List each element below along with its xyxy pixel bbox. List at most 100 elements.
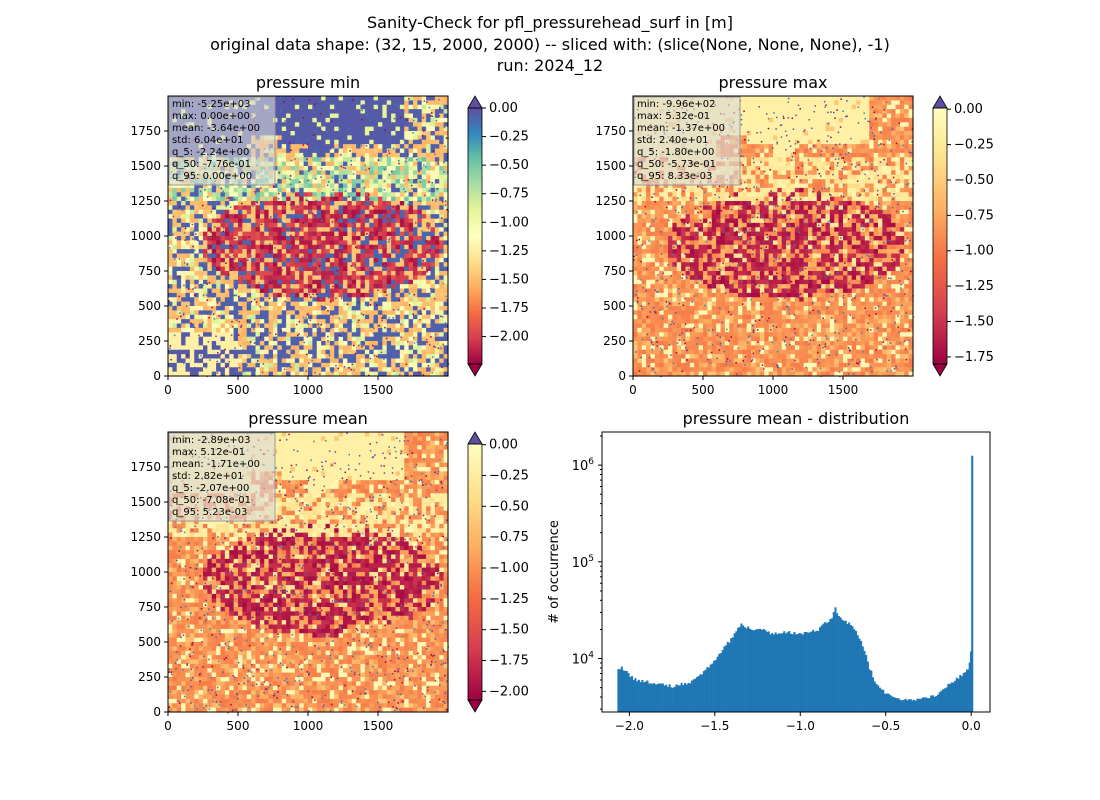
histogram-bar: [935, 696, 938, 712]
colorbar-tick-label: −0.25: [954, 138, 994, 153]
colorbar-tick-label: −0.25: [489, 468, 529, 483]
y-tick-label: 250: [603, 334, 626, 348]
colorbar-tick-label: −1.50: [489, 623, 529, 638]
histogram-bar: [738, 626, 741, 712]
histogram-bar: [916, 698, 919, 712]
histogram-bar: [764, 630, 767, 712]
histogram-bar: [856, 635, 859, 712]
x-tick-label: −1.5: [700, 719, 729, 733]
histogram-bar: [825, 623, 828, 712]
histogram-bar: [945, 687, 948, 712]
histogram-bar: [624, 670, 627, 712]
histogram-bar: [719, 653, 722, 712]
histogram-bar: [872, 677, 875, 712]
histogram-bar: [962, 672, 965, 712]
y-tick-label: 1000: [595, 229, 626, 243]
histogram-bar: [860, 640, 863, 712]
colorbar-fill: [468, 108, 482, 364]
histogram-bar: [884, 693, 887, 712]
y-tick-label: 250: [138, 670, 161, 684]
colorbar-tick-label: −0.75: [489, 530, 529, 545]
histogram-bar: [796, 634, 799, 712]
histogram-bar: [699, 674, 702, 712]
panel-title: pressure min: [256, 73, 360, 92]
histogram-bar: [887, 693, 890, 712]
histogram-bar: [843, 620, 846, 712]
histogram-bar: [933, 696, 936, 712]
colorbar-tick-label: 0.00: [954, 102, 983, 117]
histogram-bar: [713, 660, 716, 712]
y-tick-label: 0: [153, 705, 161, 719]
histogram-bar: [899, 699, 902, 712]
histogram-bar: [677, 685, 680, 712]
colorbar-tick-label: −1.75: [489, 654, 529, 669]
histogram-bar: [684, 682, 687, 712]
histogram-bar: [968, 662, 971, 712]
stats-line: mean: -1.37e+00: [637, 123, 725, 134]
y-tick-label: 750: [138, 264, 161, 278]
y-tick-label: 1250: [130, 530, 161, 544]
colorbar-tick-label: −1.25: [489, 592, 529, 607]
colorbar-tick-label: 0.00: [489, 101, 518, 116]
histogram-bar: [747, 626, 750, 712]
y-tick-label: 500: [138, 299, 161, 313]
colorbar: 0.00 −0.25 −0.50 −0.75 −1.00 −1.25 −1.50 −1.75 −…: [467, 431, 529, 713]
histogram-bar: [707, 667, 710, 712]
x-tick-label: 1500: [363, 383, 394, 397]
stats-box-bg: [168, 432, 276, 522]
histogram-bar: [882, 690, 885, 712]
histogram-bar: [921, 697, 924, 712]
histogram-bar: [947, 684, 950, 712]
colorbar-frame: [467, 107, 483, 365]
x-tick-label: 500: [227, 719, 250, 733]
histogram-bar: [687, 682, 690, 712]
histogram-bar: [781, 633, 784, 712]
histogram-bar: [889, 694, 892, 712]
colorbar-tick-label: −1.00: [489, 215, 529, 230]
histogram-bar: [827, 621, 830, 712]
panel-title: pressure mean - distribution: [683, 409, 910, 428]
histogram-bar: [730, 638, 733, 712]
histogram-bar: [636, 681, 639, 712]
stats-line: q_50: -5.73e-01: [637, 159, 716, 170]
histogram-bar: [631, 676, 634, 712]
histogram-bar: [675, 684, 678, 712]
histogram-bar: [740, 623, 743, 712]
stats-line: max: 0.00e+00: [172, 111, 250, 122]
x-tick-label: 500: [227, 383, 250, 397]
heatmap-panel-2: pressure max 0 500 1000 1500 0 250 500 750 1000 12…: [595, 73, 993, 397]
histogram-bar: [926, 698, 929, 712]
histogram-bar: [682, 685, 685, 712]
histogram-bar: [966, 669, 969, 712]
histogram-bar: [834, 607, 837, 712]
stats-line: q_5: -1.80e+00: [637, 147, 714, 158]
histogram-bar: [742, 625, 745, 712]
histogram-bar: [786, 632, 789, 712]
y-tick-label: 750: [138, 600, 161, 614]
histogram-bar: [808, 632, 811, 712]
histogram-bar: [901, 700, 904, 712]
panel-title: pressure max: [718, 73, 827, 92]
y-tick-label: 1750: [130, 124, 161, 138]
histogram-bar: [625, 671, 628, 712]
histogram-bar: [851, 626, 854, 712]
histogram-bar: [895, 698, 899, 712]
colorbar-extend-top: [932, 95, 948, 109]
histogram-bar: [748, 628, 752, 712]
histogram-bar: [735, 631, 738, 712]
stats-line: min: -2.89e+03: [172, 435, 251, 446]
histogram-bar: [778, 633, 781, 712]
histogram-bar: [680, 682, 683, 712]
histogram-bar: [658, 683, 661, 712]
histogram-bar: [706, 667, 709, 712]
colorbar-tick-label: −0.50: [954, 173, 994, 188]
x-tick-label: 500: [692, 383, 715, 397]
histogram-bar: [689, 683, 692, 712]
histogram-bar: [831, 618, 834, 712]
histogram-bar: [704, 669, 707, 712]
histogram-bar: [639, 682, 642, 712]
histogram-bar: [943, 688, 946, 712]
histogram-bar: [815, 630, 818, 712]
histogram-bar: [654, 684, 657, 712]
